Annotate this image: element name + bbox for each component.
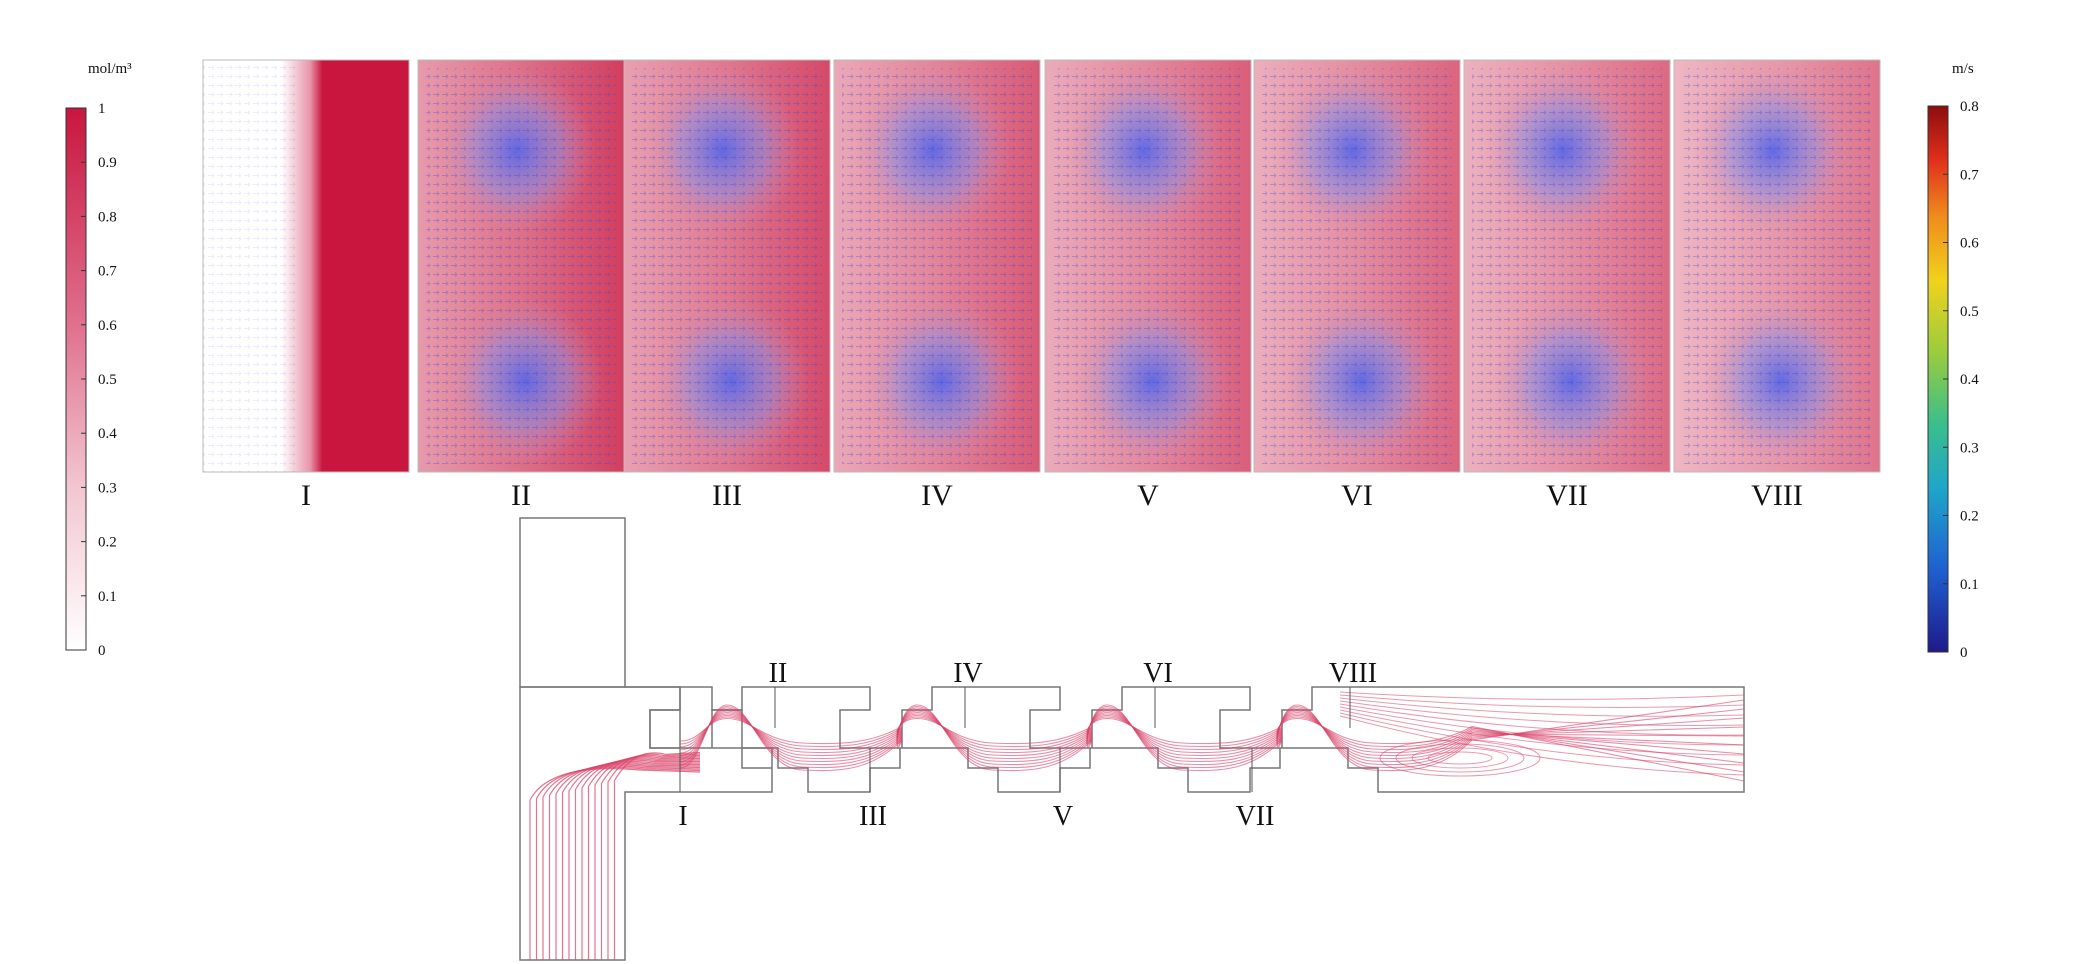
streamline bbox=[561, 761, 701, 960]
cross-section-panel: II bbox=[417, 59, 625, 512]
cross-section-panel: VIII bbox=[1673, 59, 1881, 512]
streamline bbox=[679, 716, 1745, 773]
streamline bbox=[679, 708, 1745, 763]
concentration-tick-label: 0.4 bbox=[98, 426, 117, 442]
concentration-colorbar-ticks: 1 0.9 0.8 0.7 0.6 0.5 0.4 0.3 0.2 0.1 0 bbox=[81, 101, 117, 659]
velocity-colorbar: m/s 0.8 0.7 0.6 0.5 0.4 0.3 0.2 0.1 0 bbox=[1927, 61, 1979, 661]
streamline bbox=[535, 766, 701, 960]
velocity-tick-label: 0.1 bbox=[1960, 577, 1979, 593]
cross-section-panel: V bbox=[1044, 59, 1252, 512]
panel-label: VIII bbox=[1751, 479, 1803, 512]
panel-label: IV bbox=[921, 479, 953, 512]
panel-label: II bbox=[511, 479, 531, 512]
velocity-tick-label: 0.5 bbox=[1960, 304, 1979, 320]
streamline bbox=[613, 751, 701, 960]
channel-label-top: VIII bbox=[1329, 658, 1377, 689]
velocity-tick-label: 0.8 bbox=[1960, 99, 1979, 115]
panel-velocity-arrows bbox=[203, 60, 296, 472]
concentration-colorbar: mol/m³ 1 0.9 0.8 0.7 0.6 0.5 0.4 0.3 0.2 0.1 0 bbox=[65, 61, 132, 659]
streamline bbox=[1339, 703, 1745, 736]
streamline bbox=[1339, 706, 1745, 746]
streamline bbox=[574, 759, 701, 960]
channel-label-top: II bbox=[769, 658, 788, 689]
panel-velocity-arrows bbox=[1472, 68, 1662, 464]
velocity-tick-label: 0.4 bbox=[1960, 372, 1979, 388]
velocity-tick-label: 0.6 bbox=[1960, 236, 1979, 252]
streamline bbox=[1339, 691, 1745, 700]
velocity-colorbar-ticks: 0.8 0.7 0.6 0.5 0.4 0.3 0.2 0.1 0 bbox=[1943, 99, 1979, 661]
panel-label: VI bbox=[1341, 479, 1373, 512]
panel-velocity-arrows bbox=[1262, 68, 1452, 464]
panel-velocity-arrows bbox=[426, 68, 616, 464]
velocity-unit-label: m/s bbox=[1952, 61, 1974, 77]
concentration-tick-label: 0.6 bbox=[98, 318, 117, 334]
streamline bbox=[542, 765, 701, 960]
streamline bbox=[1339, 697, 1745, 717]
channel-label-top: VI bbox=[1143, 658, 1173, 689]
panel-label: III bbox=[712, 479, 742, 512]
concentration-unit-label: mol/m³ bbox=[88, 61, 132, 77]
streamline bbox=[679, 705, 1745, 769]
inlet-top-outline bbox=[519, 517, 626, 688]
concentration-tick-label: 0.2 bbox=[98, 535, 117, 551]
streamline bbox=[1339, 715, 1745, 776]
channel-outline bbox=[519, 686, 773, 961]
recirculation-streamline bbox=[1379, 739, 1541, 777]
concentration-tick-label: 0.8 bbox=[98, 209, 117, 225]
concentration-tick-label: 0.5 bbox=[98, 372, 117, 388]
channel-label-bottom: V bbox=[1053, 801, 1073, 832]
concentration-tick-label: 0 bbox=[98, 643, 106, 659]
channel-label-bottom: III bbox=[859, 801, 887, 832]
cross-section-panel: IV bbox=[833, 59, 1041, 512]
streamline bbox=[587, 757, 701, 960]
channel-label-top: IV bbox=[953, 658, 983, 689]
streamline bbox=[679, 714, 1745, 764]
streamline bbox=[679, 710, 1745, 760]
cross-section-panel: III bbox=[623, 59, 831, 512]
streamline bbox=[581, 758, 701, 960]
streamline bbox=[568, 760, 701, 960]
velocity-tick-label: 0 bbox=[1960, 645, 1968, 661]
concentration-tick-label: 0.7 bbox=[98, 264, 117, 280]
channel-label-bottom: VII bbox=[1236, 801, 1275, 832]
velocity-tick-label: 0.2 bbox=[1960, 509, 1979, 525]
streamlines bbox=[529, 691, 1745, 960]
streamline bbox=[555, 763, 701, 960]
concentration-tick-label: 0.3 bbox=[98, 480, 117, 496]
recirculation-streamline bbox=[1427, 751, 1493, 765]
panel-velocity-arrows bbox=[842, 68, 1032, 464]
streamline bbox=[679, 717, 1745, 782]
cross-section-panels: I II III IV V VI VII VIII bbox=[202, 59, 1881, 512]
streamline bbox=[1339, 700, 1745, 726]
streamline bbox=[600, 754, 701, 960]
streamline bbox=[1339, 712, 1745, 766]
streamline bbox=[594, 755, 701, 960]
streamline bbox=[1339, 709, 1745, 756]
panel-label: I bbox=[301, 479, 311, 512]
velocity-tick-label: 0.3 bbox=[1960, 440, 1979, 456]
streamline bbox=[679, 707, 1745, 766]
streamline bbox=[679, 711, 1745, 757]
velocity-tick-label: 0.7 bbox=[1960, 167, 1979, 183]
panel-velocity-arrows bbox=[1053, 68, 1243, 464]
panel-velocity-arrows bbox=[632, 68, 822, 464]
cross-section-panel: VII bbox=[1463, 59, 1671, 512]
panel-velocity-arrows bbox=[1682, 68, 1872, 464]
channel-label-bottom: I bbox=[678, 801, 687, 832]
recirculation-streamline bbox=[1411, 747, 1509, 769]
streamline bbox=[1339, 694, 1745, 708]
cross-section-panel: I bbox=[202, 59, 410, 512]
concentration-tick-label: 1 bbox=[98, 101, 106, 117]
panel-label: V bbox=[1137, 479, 1159, 512]
panel-label: VII bbox=[1546, 479, 1588, 512]
streamline bbox=[679, 713, 1745, 755]
concentration-tick-label: 0.9 bbox=[98, 155, 117, 171]
streamline bbox=[607, 753, 701, 960]
cross-section-panel: VI bbox=[1253, 59, 1461, 512]
concentration-tick-label: 0.1 bbox=[98, 589, 117, 605]
